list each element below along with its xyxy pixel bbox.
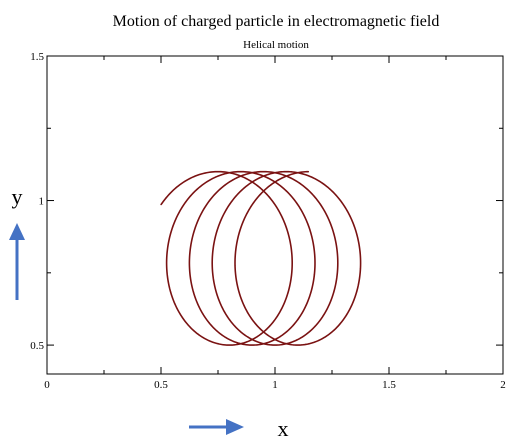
chart-subtitle: Helical motion (243, 39, 309, 51)
x-axis-label: x (278, 416, 289, 441)
x-axis-arrow (189, 419, 244, 435)
series-layer (160, 170, 362, 346)
series-line-helix (160, 170, 362, 346)
y-axis-ticks: 0.5 1 1.5 (30, 51, 503, 352)
y-axis-arrow (9, 223, 25, 300)
x-tick-label: 0 (44, 379, 50, 391)
x-tick-label: 0.5 (154, 379, 168, 391)
chart-title: Motion of charged particle in electromag… (113, 13, 440, 30)
x-tick-label: 1.5 (382, 379, 396, 391)
y-tick-label: 1.5 (30, 51, 44, 63)
plot-frame (46, 55, 504, 375)
y-tick-label: 1 (39, 196, 45, 208)
y-axis-label: y (12, 184, 23, 209)
x-tick-label: 2 (500, 379, 506, 391)
x-tick-label: 1 (272, 379, 278, 391)
y-tick-label: 0.5 (30, 340, 44, 352)
x-axis-ticks: 0 0.5 1 1.5 2 (44, 56, 506, 391)
